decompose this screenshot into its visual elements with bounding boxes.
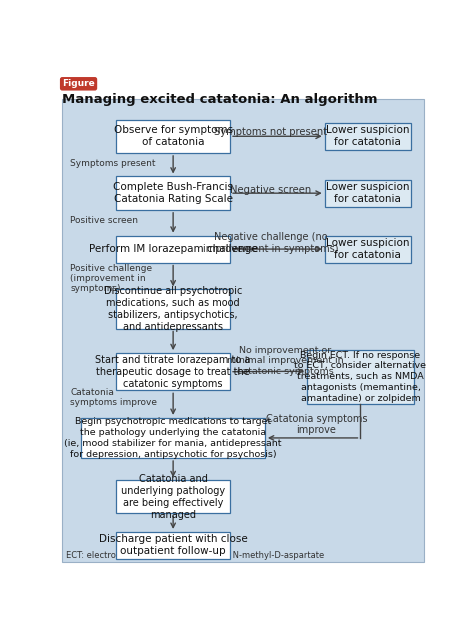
Text: No improvement or
minimal improvement in
catatonic symptoms: No improvement or minimal improvement in… — [227, 346, 344, 376]
FancyBboxPatch shape — [82, 418, 265, 458]
Text: Lower suspicion
for catatonia: Lower suspicion for catatonia — [326, 238, 410, 260]
Text: Start and titrate lorazepam to a
therapeutic dosage to treat the
catatonic sympt: Start and titrate lorazepam to a therape… — [95, 355, 251, 389]
FancyBboxPatch shape — [325, 123, 411, 150]
Text: Perform IM lorazepam challenge: Perform IM lorazepam challenge — [89, 244, 257, 254]
Text: Begin ECT. If no response
to ECT, consider alternative
treatments, such as NMDA
: Begin ECT. If no response to ECT, consid… — [294, 350, 427, 403]
FancyBboxPatch shape — [116, 353, 230, 390]
FancyBboxPatch shape — [116, 532, 230, 559]
FancyBboxPatch shape — [116, 480, 230, 513]
FancyBboxPatch shape — [325, 180, 411, 206]
Text: Discontinue all psychotropic
medications, such as mood
stabilizers, antipsychoti: Discontinue all psychotropic medications… — [104, 286, 242, 332]
FancyBboxPatch shape — [325, 236, 411, 262]
Text: Figure: Figure — [62, 79, 95, 89]
FancyBboxPatch shape — [62, 99, 424, 562]
Text: Positive screen: Positive screen — [70, 216, 138, 225]
Text: Catatonia
symptoms improve: Catatonia symptoms improve — [70, 387, 157, 407]
Text: Observe for symptoms
of catatonia: Observe for symptoms of catatonia — [114, 125, 233, 147]
Text: Negative screen: Negative screen — [230, 185, 311, 195]
FancyBboxPatch shape — [116, 236, 230, 262]
Text: Complete Bush-Francis
Catatonia Rating Scale: Complete Bush-Francis Catatonia Rating S… — [113, 182, 233, 204]
FancyBboxPatch shape — [307, 350, 414, 404]
Text: ECT: electroconvulsive therapy; NMDA: N-methyl-D-aspartate: ECT: electroconvulsive therapy; NMDA: N-… — [66, 551, 324, 560]
FancyBboxPatch shape — [116, 289, 230, 329]
Text: Managing excited catatonia: An algorithm: Managing excited catatonia: An algorithm — [62, 92, 378, 106]
FancyBboxPatch shape — [116, 120, 230, 153]
Text: Begin psychotropic medications to target
the pathology underlying the catatonia
: Begin psychotropic medications to target… — [64, 417, 282, 459]
Text: Discharge patient with close
outpatient follow-up: Discharge patient with close outpatient … — [99, 534, 247, 556]
Text: Lower suspicion
for catatonia: Lower suspicion for catatonia — [326, 125, 410, 147]
Text: Negative challenge (no
improvement in symptoms): Negative challenge (no improvement in sy… — [203, 233, 338, 254]
Text: Catatonia symptoms
improve: Catatonia symptoms improve — [265, 414, 367, 436]
Text: Positive challenge
(improvement in
symptoms): Positive challenge (improvement in sympt… — [70, 264, 153, 294]
Text: Symptoms not present: Symptoms not present — [214, 127, 327, 138]
Text: Catatonia and
underlying pathology
are being effectively
managed: Catatonia and underlying pathology are b… — [121, 474, 225, 520]
Text: Symptoms present: Symptoms present — [70, 159, 156, 168]
FancyBboxPatch shape — [116, 176, 230, 210]
Text: Lower suspicion
for catatonia: Lower suspicion for catatonia — [326, 182, 410, 204]
